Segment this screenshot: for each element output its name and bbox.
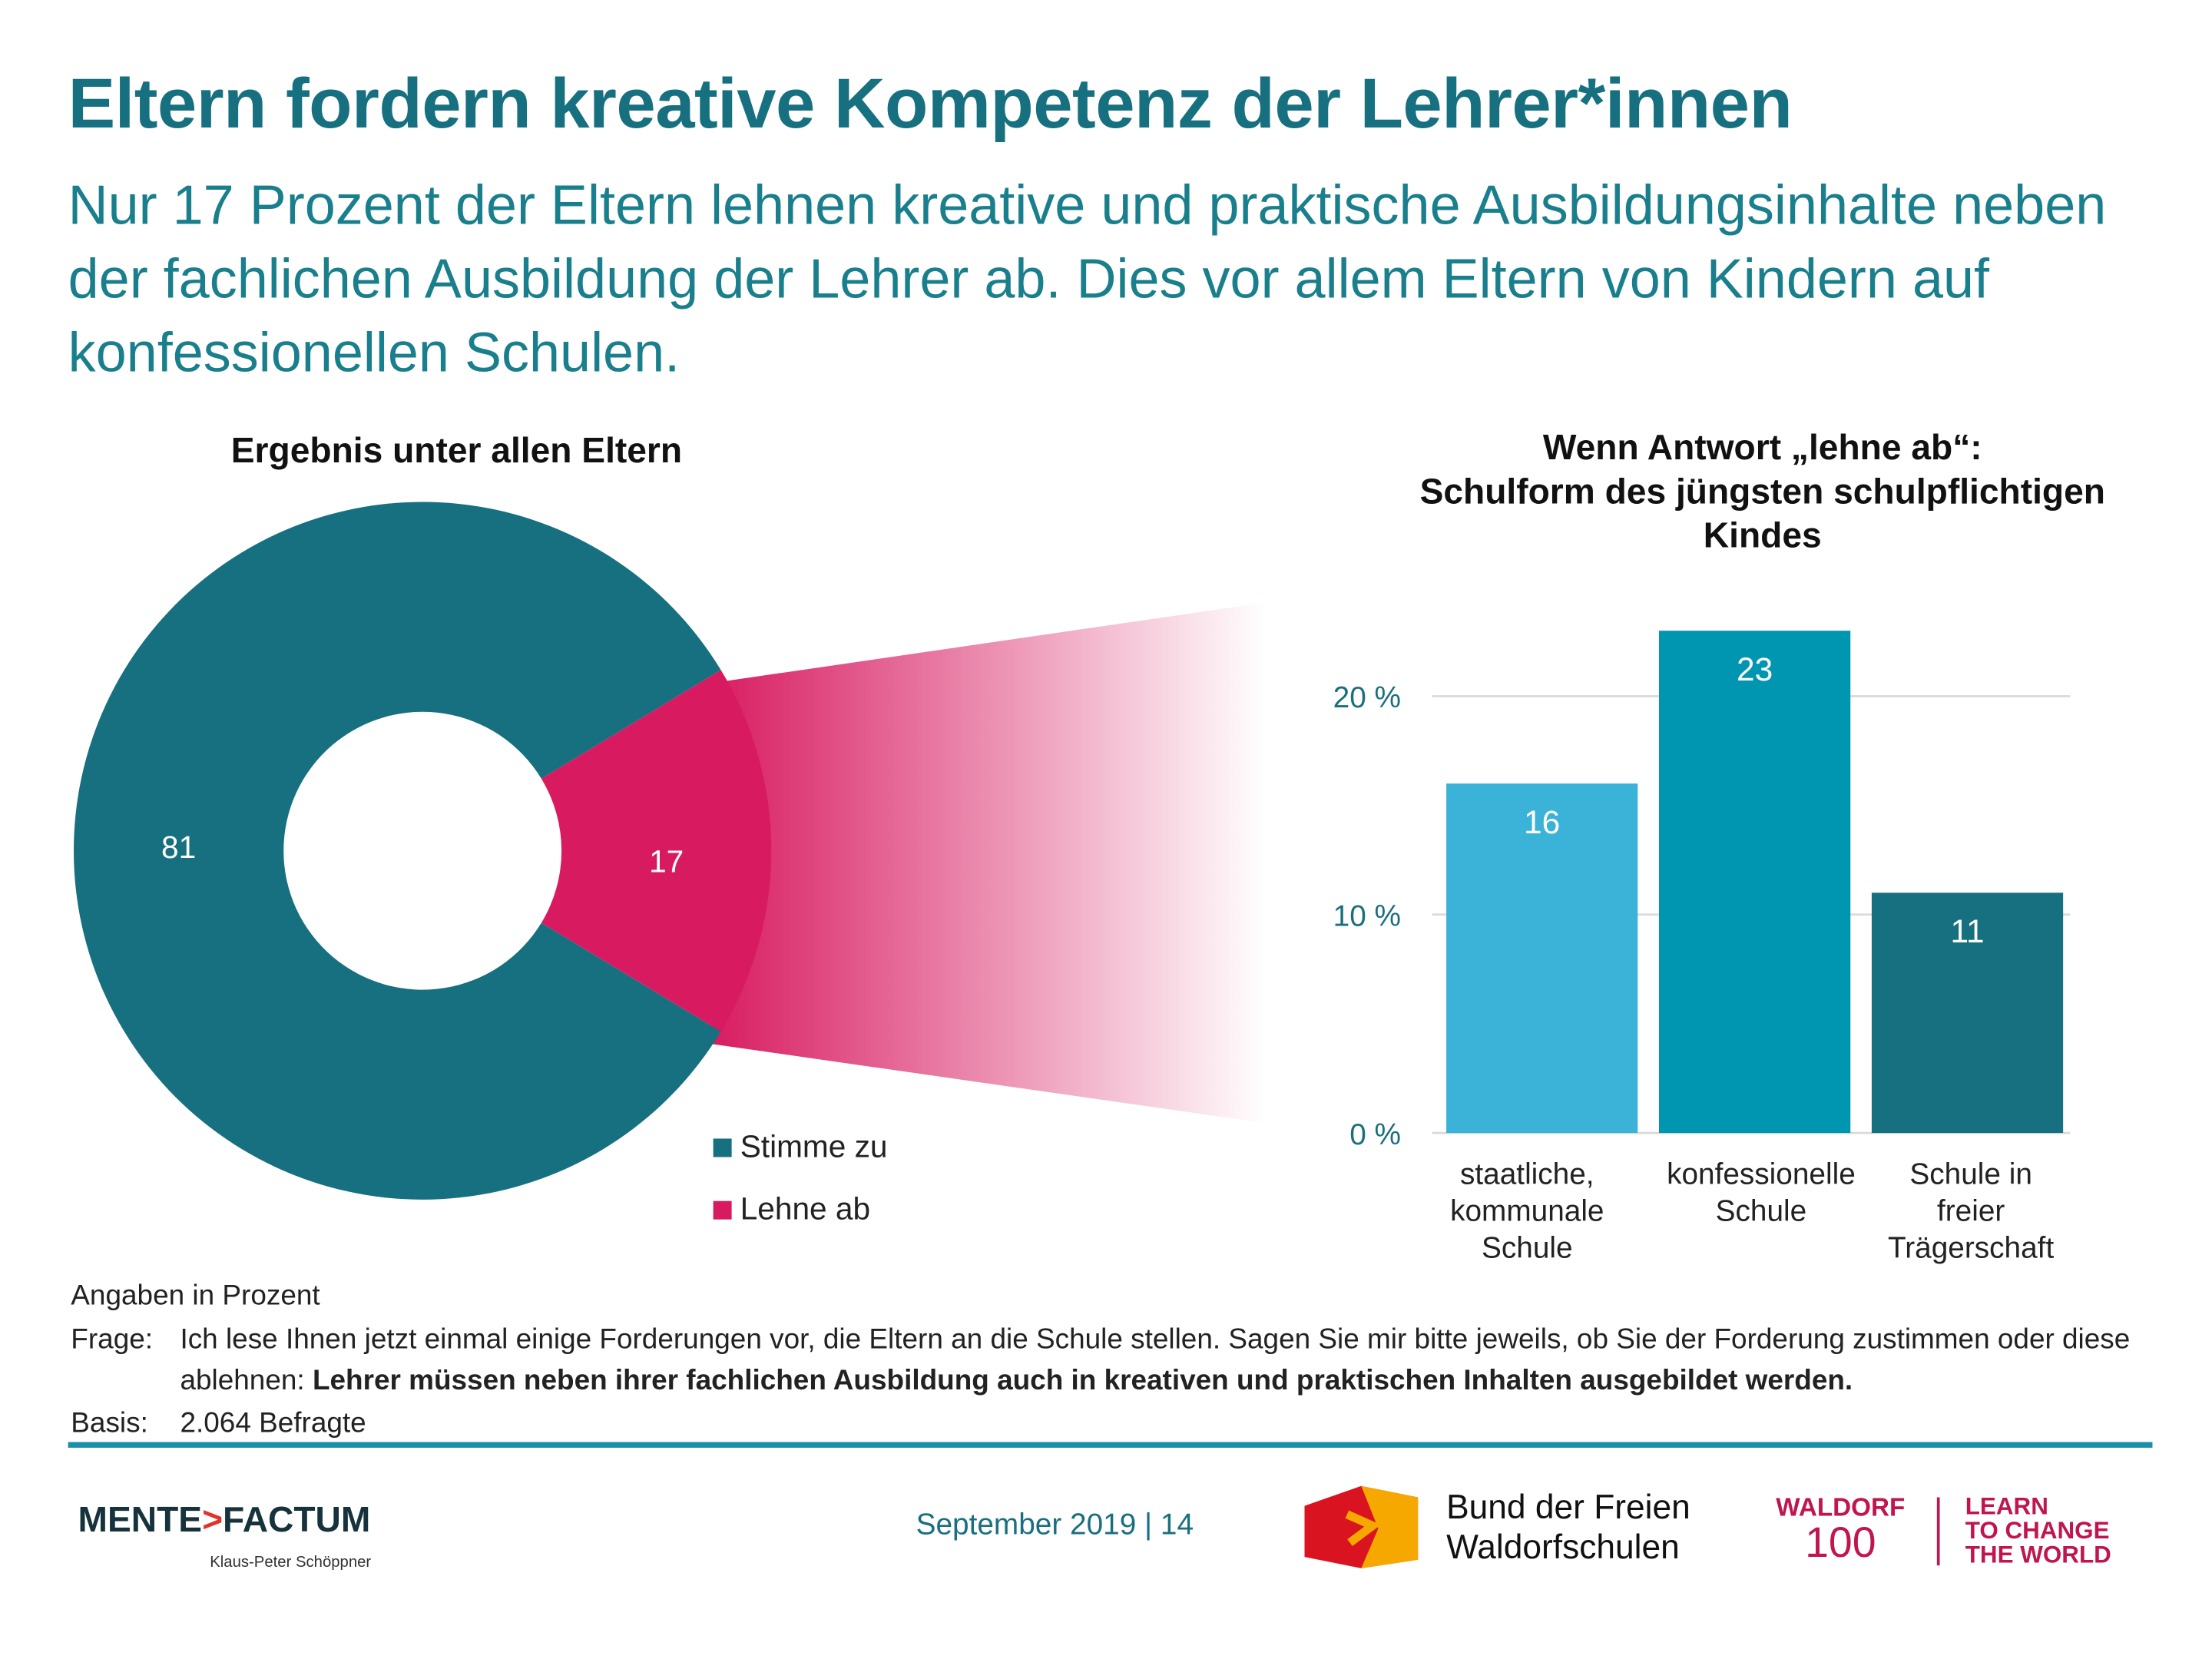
bar: [1658, 631, 1851, 1134]
x-category-label: Schule in freier Trägerschaft: [1857, 1157, 2084, 1267]
mente-factum-logo: MENTE>FACTUM: [78, 1500, 371, 1541]
question-statement: Lehrer müssen neben ihrer fachlichen Aus…: [312, 1365, 1853, 1397]
category-line: freier: [1936, 1195, 2005, 1228]
waldorf100-logo: WALDORF 100: [1768, 1493, 1912, 1565]
date-page: September 2019 | 14: [916, 1508, 1194, 1541]
logo-text: MENTE: [78, 1500, 203, 1540]
y-tick-label: 10 %: [1333, 900, 1401, 933]
donut-label-lehne-ab: 17: [649, 843, 684, 879]
legend-item-lehne-ab: Lehne ab: [713, 1190, 871, 1228]
legend-swatch: [713, 1200, 732, 1219]
bund-line: Bund der Freien: [1446, 1488, 1690, 1528]
question-body: Ich lese Ihnen jetzt einmal einige Forde…: [180, 1324, 2131, 1397]
donut-label-stimme-zu: 81: [161, 830, 196, 865]
legend-label: Lehne ab: [740, 1190, 871, 1227]
funnel-connector: [709, 602, 1265, 1124]
question-label: Frage:: [71, 1324, 154, 1356]
donut-chart-title: Ergebnis unter allen Eltern: [230, 431, 683, 471]
bund-logo-icon: [1304, 1485, 1419, 1568]
waldorf-text: WALDORF: [1776, 1492, 1906, 1522]
bar-chart-title: Wenn Antwort „lehne ab“: Schulform des j…: [1408, 427, 2117, 559]
bar: [1871, 892, 2064, 1134]
bar-title-line: Wenn Antwort „lehne ab“:: [1542, 428, 1982, 469]
unit-note: Angaben in Prozent: [71, 1280, 320, 1312]
page-subtitle: Nur 17 Prozent der Eltern lehnen kreativ…: [68, 175, 2107, 385]
bar: [1446, 783, 1638, 1134]
slogan-line: THE WORLD: [1965, 1541, 2111, 1568]
basis-text: 2.064 Befragte: [180, 1408, 366, 1439]
slogan-line: LEARN: [1965, 1492, 2048, 1521]
category-line: kommunale: [1450, 1195, 1604, 1228]
bar-title-line: Kindes: [1703, 515, 1822, 556]
bund-line: Waldorfschulen: [1446, 1528, 1680, 1567]
category-line: Schule in: [1909, 1158, 2032, 1191]
x-category-label: konfessionelle Schule: [1647, 1157, 1874, 1230]
question-text: Ich lese Ihnen jetzt einmal einige Forde…: [180, 1320, 2179, 1402]
bar-value-label: 16: [1524, 804, 1560, 840]
slogan-line: TO CHANGE: [1965, 1517, 2110, 1545]
category-line: konfessionelle: [1667, 1158, 1856, 1191]
logo-divider: [1936, 1497, 1940, 1566]
category-line: Schule: [1715, 1195, 1807, 1228]
donut-slice-lehne-ab: [541, 670, 772, 1032]
bar-value-label: 23: [1737, 651, 1773, 687]
author: Klaus-Peter Schöppner: [210, 1554, 372, 1571]
legend-label: Stimme zu: [740, 1128, 888, 1164]
category-line: Trägerschaft: [1888, 1232, 2055, 1265]
bar-title-line: Schulform des jüngsten schulpflichtigen: [1419, 472, 2105, 512]
bund-logo-text: Bund der Freien Waldorfschulen: [1446, 1488, 1690, 1568]
bar-value-label: 11: [1950, 913, 1984, 949]
legend-swatch: [713, 1137, 732, 1157]
category-line: Schule: [1482, 1232, 1573, 1265]
donut-slice-stimme-zu: [73, 502, 721, 1200]
x-category-label: staatliche, kommunale Schule: [1414, 1157, 1641, 1267]
chevron-icon: >: [202, 1500, 224, 1540]
y-tick-label: 20 %: [1333, 681, 1401, 714]
basis-label: Basis:: [71, 1408, 148, 1439]
slogan: LEARN TO CHANGE THE WORLD: [1965, 1495, 2111, 1567]
logo-text: FACTUM: [223, 1500, 371, 1540]
page-title: Eltern fordern kreative Kompetenz der Le…: [68, 64, 1793, 144]
category-line: staatliche,: [1460, 1158, 1594, 1191]
hundred-text: 100: [1805, 1520, 1876, 1567]
footer-divider: [68, 1442, 2153, 1448]
y-tick-label: 0 %: [1349, 1118, 1401, 1151]
legend-item-stimme-zu: Stimme zu: [713, 1128, 888, 1166]
